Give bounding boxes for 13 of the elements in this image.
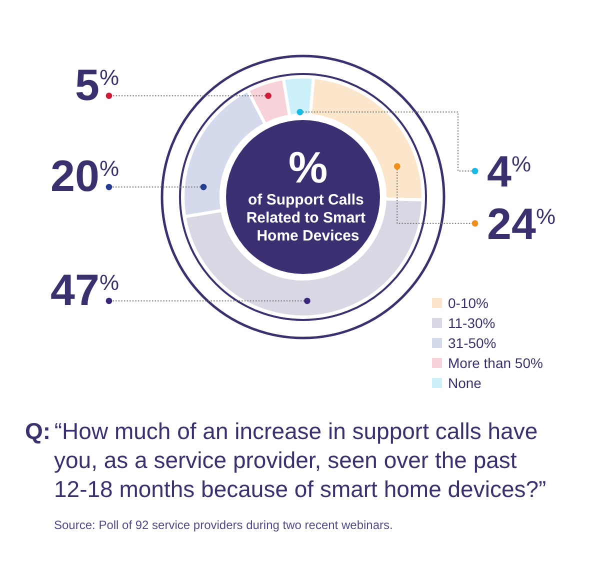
data-label: 5$^{%}$ xyxy=(74,60,119,110)
legend-label: More than 50% xyxy=(448,355,543,371)
data-label: 24$^{%}$ xyxy=(487,200,556,249)
legend-label: 11-30% xyxy=(448,315,496,331)
legend-label: None xyxy=(448,375,482,391)
legend-label: 0-10% xyxy=(448,295,488,311)
data-label: 20$^{%}$ xyxy=(50,152,119,202)
text: % of Support Calls Related to Smart Home Devices xyxy=(246,144,370,244)
text: Q: “How much of an increase in support calls have you, as a service provider, seen over the past 12-18 months because of smart home devices?” xyxy=(25,417,546,502)
legend-label: 31-50% xyxy=(448,335,496,351)
data-label: 4$^{%}$ xyxy=(487,148,532,197)
data-label: 47$^{%}$ xyxy=(50,266,119,315)
source-note: Source: Poll of 92 service providers during two recent webinars. xyxy=(54,518,394,532)
